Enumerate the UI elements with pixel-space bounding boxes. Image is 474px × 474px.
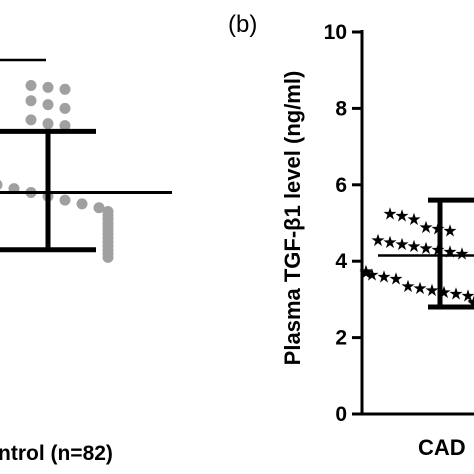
cad-point-19: ★ <box>400 277 415 296</box>
cad-point-15: ★ <box>358 264 373 283</box>
control-point-5 <box>59 102 71 114</box>
y-tick-label-4: 8 <box>335 97 347 120</box>
cad-point-24: ★ <box>460 287 474 306</box>
cad-category-label: CAD <box>418 435 466 460</box>
cad-point-0: ★ <box>382 204 397 223</box>
y-axis-ticks: 0 2 4 6 8 10 <box>324 21 362 426</box>
control-point-27 <box>76 198 88 210</box>
cad-point-10: ★ <box>418 239 433 258</box>
y-tick-label-0: 0 <box>335 403 347 426</box>
panel-label-b: (b) <box>228 11 257 38</box>
y-tick-label-2: 4 <box>335 250 347 273</box>
control-point-41 <box>102 251 114 263</box>
y-tick-label-5: 10 <box>324 21 347 44</box>
cad-point-2: ★ <box>406 210 421 229</box>
control-point-28 <box>93 202 105 214</box>
cad-point-7: ★ <box>382 233 397 252</box>
cad-point-13: ★ <box>454 245 469 264</box>
control-point-0 <box>25 79 37 91</box>
cad-mean-sd-bars <box>378 197 474 310</box>
cad-point-23: ★ <box>448 285 463 304</box>
control-point-22 <box>0 180 3 190</box>
cad-point-12: ★ <box>442 243 457 262</box>
cad-point-16: ★ <box>364 266 379 285</box>
cad-point-25: ★ <box>466 292 474 311</box>
y-tick-label-3: 6 <box>335 174 347 197</box>
cad-point-18: ★ <box>388 269 403 288</box>
cad-point-26: ★ <box>466 294 474 313</box>
cad-point-1: ★ <box>394 206 409 225</box>
cad-point-21: ★ <box>424 281 439 300</box>
y-tick-label-1: 2 <box>335 327 347 350</box>
cad-points: ★★★★★★★★★★★★★★★★★★★★★★★★★★★ <box>358 204 474 313</box>
cad-point-3: ★ <box>418 218 433 237</box>
panel-a-control: ntrol (n=82) <box>0 58 172 465</box>
cad-point-14: ★ <box>358 262 373 281</box>
control-mean-sd-bars <box>0 128 172 253</box>
control-point-3 <box>25 95 37 107</box>
control-point-6 <box>25 114 37 126</box>
control-points <box>0 79 114 263</box>
control-point-4 <box>42 99 54 111</box>
cad-point-17: ★ <box>376 267 391 286</box>
cad-point-9: ★ <box>406 237 421 256</box>
y-axis-title: Plasma TGF-β1 level (ng/ml) <box>280 71 305 366</box>
control-point-8 <box>59 120 71 132</box>
cad-point-20: ★ <box>412 279 427 298</box>
control-point-26 <box>59 194 71 206</box>
control-point-2 <box>59 83 71 95</box>
control-category-label: ntrol (n=82) <box>0 442 113 465</box>
cad-point-5: ★ <box>442 222 457 241</box>
panel-b-cad: (b) Plasma TGF-β1 level (ng/ml) 0246810 … <box>228 11 474 460</box>
control-point-7 <box>42 118 54 130</box>
cad-point-6: ★ <box>370 231 385 250</box>
control-point-1 <box>42 81 54 93</box>
cad-point-8: ★ <box>394 235 409 254</box>
